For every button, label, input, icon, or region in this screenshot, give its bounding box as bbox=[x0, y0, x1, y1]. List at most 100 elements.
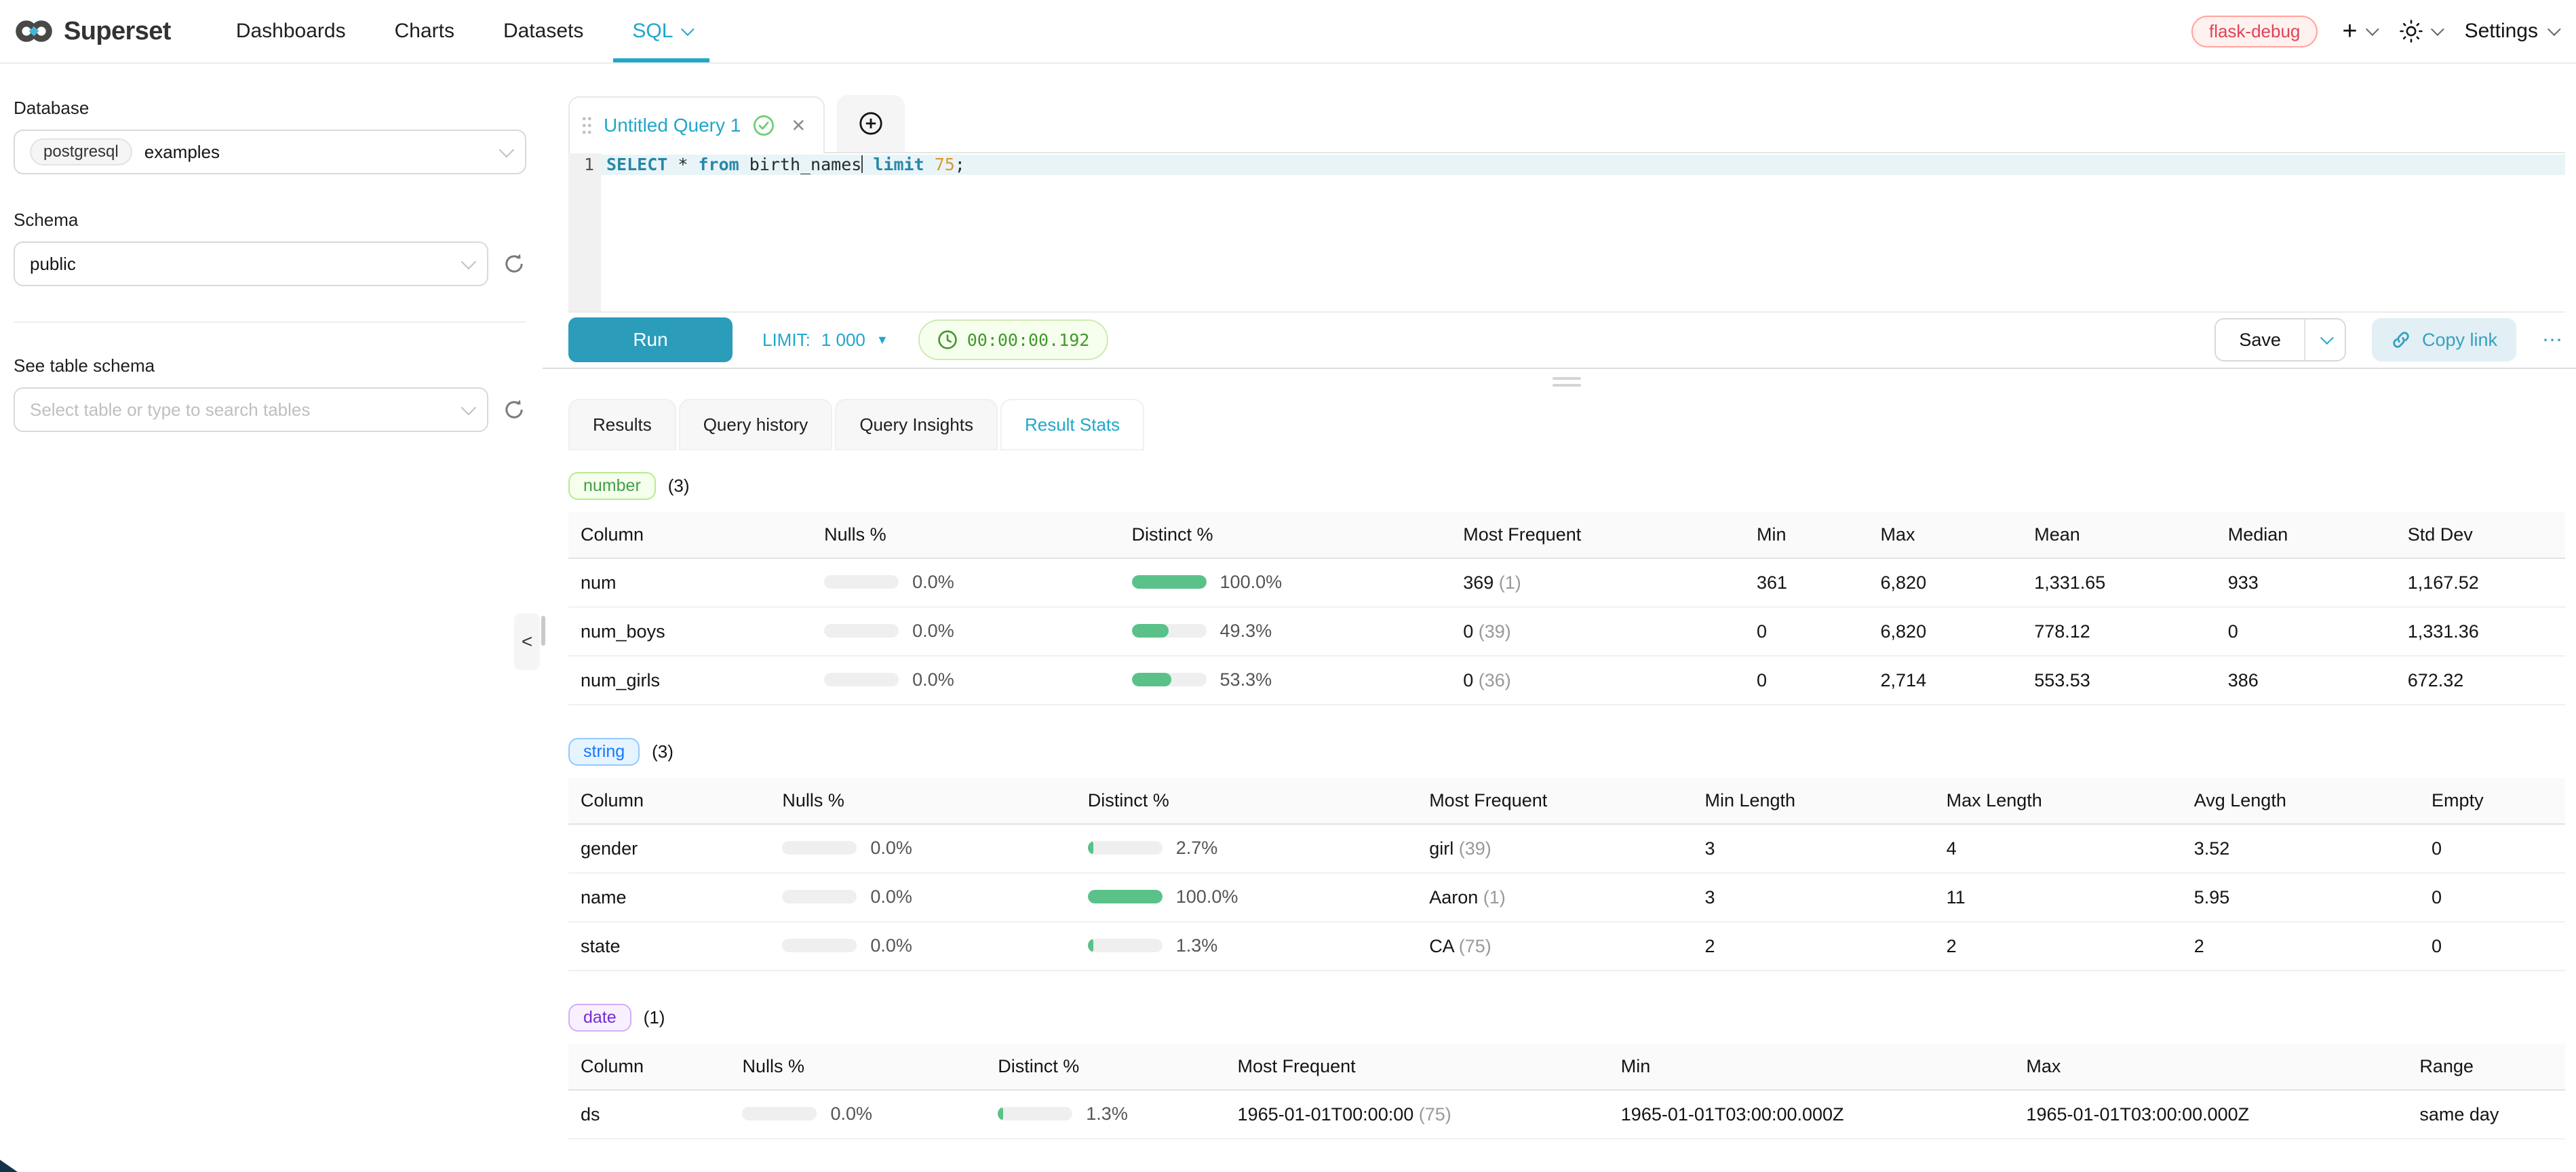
save-button[interactable]: Save bbox=[2216, 319, 2304, 361]
bar-track bbox=[782, 939, 857, 953]
table-row: num 0.0% 100.0% 369 (1) 361 6,820 1,331.65 933 1… bbox=[568, 558, 2565, 608]
percent-bar: 100.0% bbox=[1087, 886, 1238, 907]
collapse-sidebar-button[interactable]: < bbox=[514, 613, 540, 670]
schema-select[interactable]: public bbox=[14, 241, 488, 286]
column-header: Std Dev bbox=[2395, 512, 2565, 559]
cell-bar: 49.3% bbox=[1119, 607, 1451, 657]
percent-bar: 49.3% bbox=[1131, 621, 1272, 642]
cell-text: 5.95 bbox=[2181, 873, 2420, 922]
plus-icon: + bbox=[2342, 17, 2358, 45]
run-query-button[interactable]: Run bbox=[568, 317, 733, 363]
bar-track bbox=[824, 624, 899, 638]
limit-dropdown[interactable]: LIMIT: 1 000 ▼ bbox=[762, 330, 889, 351]
sqllab-sidebar: Database postgresql examples Schema publ… bbox=[0, 64, 543, 1172]
bar-fill bbox=[1087, 939, 1093, 953]
tab-query-history[interactable]: Query history bbox=[678, 399, 833, 450]
bar-fill bbox=[1087, 841, 1093, 855]
pane-resize-strip[interactable] bbox=[541, 616, 545, 646]
frequent-value: 369 bbox=[1463, 572, 1494, 593]
cell-text: 553.53 bbox=[2022, 656, 2216, 705]
clock-icon bbox=[938, 330, 957, 350]
cell-name: num bbox=[568, 558, 813, 608]
nav-item-charts[interactable]: Charts bbox=[394, 20, 454, 42]
column-header: Max Length bbox=[1934, 778, 2182, 825]
tab-results[interactable]: Results bbox=[568, 399, 676, 450]
more-actions-button[interactable]: ⋯ bbox=[2542, 328, 2565, 351]
frequent-count: (1) bbox=[1478, 886, 1506, 907]
cell-name: name bbox=[568, 873, 770, 922]
header-row: Column Nulls % Distinct % Most Frequent Min … bbox=[568, 778, 2565, 825]
frequent-value: 1965-01-01T00:00:00 bbox=[1237, 1103, 1414, 1125]
editor-code-area[interactable]: SELECT * from birth_names limit 75; bbox=[601, 153, 2565, 311]
cell-text: 6,820 bbox=[1868, 558, 2023, 608]
column-count: (1) bbox=[643, 1007, 665, 1028]
superset-logo[interactable]: Superset bbox=[14, 16, 171, 46]
percent-bar: 0.0% bbox=[782, 886, 912, 907]
bar-track bbox=[1087, 890, 1163, 904]
table-select[interactable]: Select table or type to search tables bbox=[14, 387, 488, 432]
table-row: num_boys 0.0% 49.3% 0 (39) 0 6,820 778.12 0 1,33… bbox=[568, 607, 2565, 657]
cell-text: 361 bbox=[1744, 558, 1869, 608]
copy-link-button[interactable]: Copy link bbox=[2371, 318, 2516, 362]
cell-bar: 0.0% bbox=[770, 873, 1076, 922]
database-select[interactable]: postgresql examples bbox=[14, 130, 526, 174]
query-tab-strip: Untitled Query 1 ✕ bbox=[568, 95, 2565, 153]
navbar: Superset Dashboards Charts Datasets SQL … bbox=[0, 0, 2576, 64]
percent-label: 2.7% bbox=[1175, 837, 1218, 858]
refresh-tables-icon[interactable] bbox=[502, 397, 526, 422]
cell-text: 1,331.65 bbox=[2022, 558, 2216, 608]
cell-text: 778.12 bbox=[2022, 607, 2216, 657]
nav-item-sql[interactable]: SQL bbox=[613, 0, 710, 62]
bar-track bbox=[742, 1107, 817, 1121]
frequent-count: (39) bbox=[1473, 621, 1511, 642]
bar-track bbox=[1131, 624, 1207, 638]
cell-name: num_boys bbox=[568, 607, 813, 657]
cell-freq: Aaron (1) bbox=[1417, 873, 1693, 922]
code-token: birth_names bbox=[739, 155, 862, 174]
code-token: ; bbox=[954, 155, 965, 174]
query-tab[interactable]: Untitled Query 1 ✕ bbox=[568, 96, 825, 153]
percent-label: 0.0% bbox=[870, 935, 912, 956]
stats-table: Column Nulls % Distinct % Most Frequent Min … bbox=[568, 778, 2565, 971]
add-query-tab-button[interactable] bbox=[837, 95, 905, 152]
database-engine-tag: postgresql bbox=[30, 138, 132, 165]
tab-result-stats[interactable]: Result Stats bbox=[1000, 399, 1145, 450]
code-token: from bbox=[698, 155, 739, 174]
theme-toggle-button[interactable] bbox=[2399, 20, 2444, 43]
cell-text: 2,714 bbox=[1868, 656, 2023, 705]
stats-section-number: number (3) Column Nulls % Distinct % Most Fre… bbox=[568, 472, 2565, 705]
nav-item-dashboards[interactable]: Dashboards bbox=[235, 20, 346, 42]
column-header: Column bbox=[568, 512, 813, 559]
editor-gutter: 1 bbox=[568, 153, 601, 311]
save-options-caret[interactable] bbox=[2303, 319, 2345, 361]
close-tab-icon[interactable]: ✕ bbox=[791, 115, 806, 136]
settings-menu[interactable]: Settings bbox=[2465, 20, 2561, 43]
cell-text: 3.52 bbox=[2181, 824, 2420, 874]
resize-drag-handle[interactable] bbox=[1553, 377, 1581, 391]
cell-text: 4 bbox=[1934, 824, 2182, 874]
cell-bar: 53.3% bbox=[1119, 656, 1451, 705]
percent-label: 1.3% bbox=[1086, 1103, 1128, 1124]
percent-bar: 2.7% bbox=[1087, 837, 1218, 859]
bar-track bbox=[824, 673, 899, 687]
nav-item-datasets[interactable]: Datasets bbox=[503, 20, 584, 42]
environment-tag: flask-debug bbox=[2191, 15, 2318, 47]
sql-code-editor[interactable]: 1 SELECT * from birth_names limit 75; bbox=[568, 152, 2565, 311]
refresh-schemas-icon[interactable] bbox=[502, 252, 526, 276]
cell-bar: 100.0% bbox=[1119, 558, 1451, 608]
column-header: Empty bbox=[2419, 778, 2565, 825]
column-header: Max bbox=[2014, 1044, 2408, 1091]
cell-freq: 369 (1) bbox=[1451, 558, 1744, 608]
stats-table: Column Nulls % Distinct % Most Frequent Min M… bbox=[568, 1044, 2565, 1139]
cell-bar: 0.0% bbox=[812, 607, 1120, 657]
cell-name: gender bbox=[568, 824, 770, 874]
main-nav: Dashboards Charts Datasets SQL bbox=[217, 0, 710, 62]
type-tag: date bbox=[568, 1004, 631, 1032]
bar-track bbox=[782, 890, 857, 904]
column-header: Median bbox=[2215, 512, 2396, 559]
sidebar-divider bbox=[14, 321, 526, 323]
new-item-button[interactable]: + bbox=[2342, 17, 2379, 45]
tab-query-insights[interactable]: Query Insights bbox=[835, 399, 998, 450]
bar-track bbox=[998, 1107, 1073, 1121]
column-header: Min Length bbox=[1692, 778, 1934, 825]
